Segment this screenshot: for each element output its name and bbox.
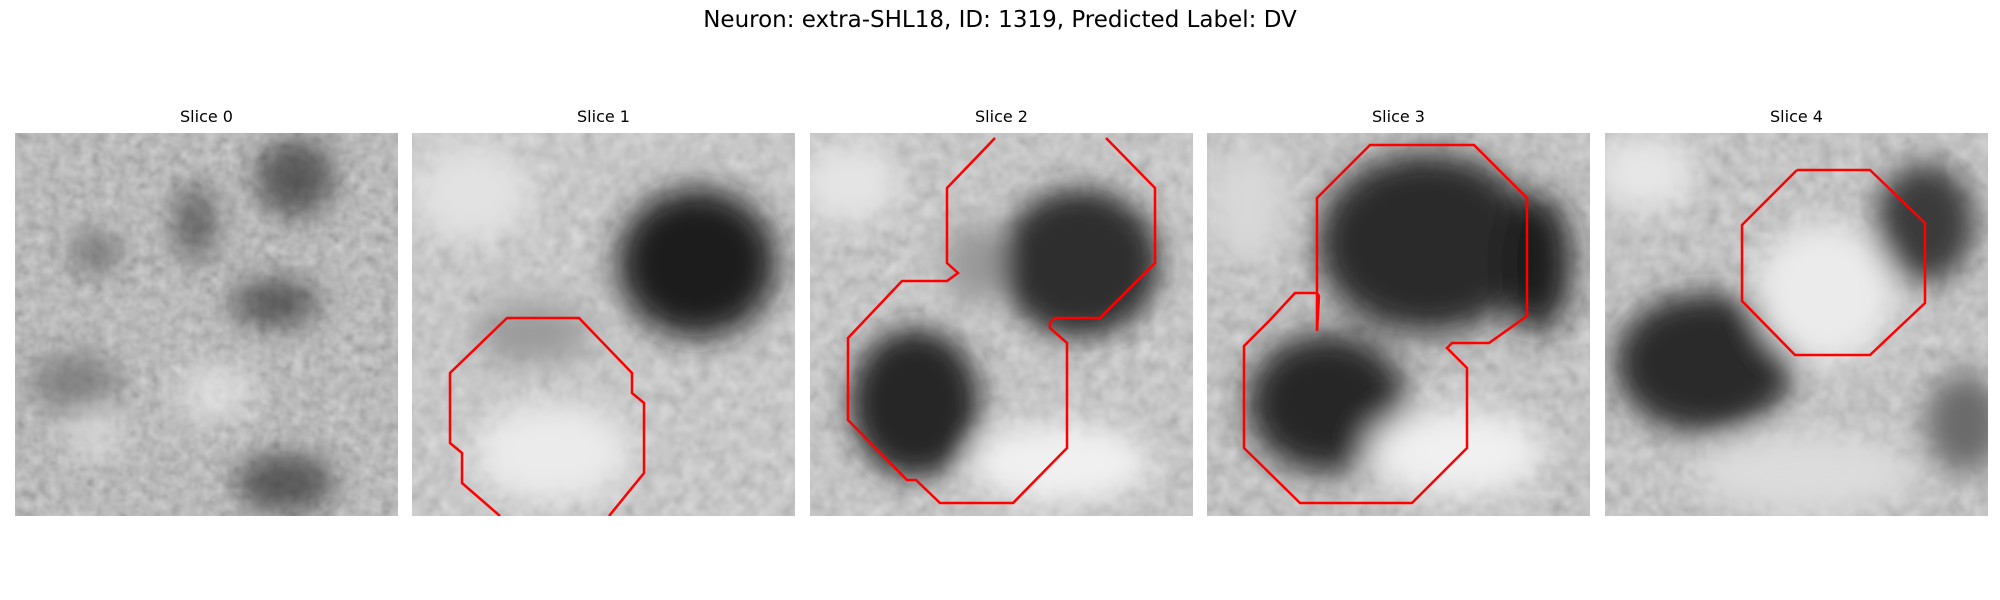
slice-title: Slice 1 <box>577 107 630 126</box>
slice-panel-1: Slice 1 <box>412 107 795 516</box>
neuron-contour <box>1740 168 1927 357</box>
slice-panel-4: Slice 4 <box>1605 107 1988 516</box>
slice-panel-2: Slice 2 <box>810 107 1193 516</box>
neuron-contour <box>846 137 1157 505</box>
figure-title: Neuron: extra-SHL18, ID: 1319, Predicted… <box>703 7 1297 33</box>
slice-title: Slice 3 <box>1372 107 1425 126</box>
slice-panel-3: Slice 3 <box>1207 107 1590 516</box>
slice-panel-0: Slice 0 <box>15 107 398 516</box>
slice-image-2 <box>810 133 1193 516</box>
slice-image-1 <box>412 133 795 516</box>
slice-title: Slice 4 <box>1770 107 1823 126</box>
neuron-contour <box>448 316 646 516</box>
slice-title: Slice 2 <box>975 107 1028 126</box>
slice-image-0 <box>15 133 398 516</box>
neuron-contour <box>1242 143 1529 505</box>
slice-image-4 <box>1605 133 1988 516</box>
slice-image-3 <box>1207 133 1590 516</box>
slice-title: Slice 0 <box>180 107 233 126</box>
